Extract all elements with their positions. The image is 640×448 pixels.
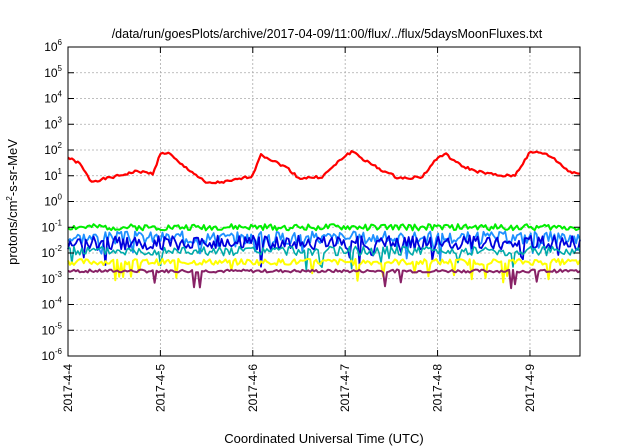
x-axis-label: Coordinated Universal Time (UTC) [224, 431, 423, 446]
flux-series-line-3 [67, 230, 581, 262]
flux-series-line-7 [67, 268, 581, 290]
y-tick-label: 10-5 [42, 321, 63, 337]
y-tick-label: 10-4 [42, 296, 63, 312]
x-tick-label: 2017-4-8 [431, 364, 445, 412]
flux-series-line-4 [67, 234, 581, 268]
y-tick-label: 10-6 [42, 347, 63, 363]
y-tick-label: 103 [44, 115, 62, 131]
y-tick-label: 104 [44, 90, 62, 106]
x-tick-label: 2017-4-6 [246, 364, 260, 412]
y-tick-label: 101 [44, 167, 62, 183]
y-tick-label: 102 [44, 141, 62, 157]
x-tick-label: 2017-4-5 [153, 364, 167, 412]
y-tick-label: 10-3 [42, 270, 63, 286]
chart-title: /data/run/goesPlots/archive/2017-04-09/1… [112, 27, 543, 41]
x-tick-label: 2017-4-9 [523, 364, 537, 412]
y-tick-label: 105 [44, 64, 62, 80]
flux-series-line-6 [67, 257, 581, 284]
y-axis-label: protons/cm2-s-sr-MeV [5, 139, 20, 265]
grid-lines [68, 47, 580, 356]
y-tick-label: 106 [44, 38, 62, 54]
x-tick-label: 2017-4-4 [61, 364, 75, 412]
flux-series-line-1 [67, 150, 580, 185]
x-tick-label: 2017-4-7 [338, 364, 352, 412]
y-axis: 10-6 10-5 10-4 10-3 10-2 10-1 100 101 102 103 104 1… [42, 38, 580, 363]
series-group [67, 150, 581, 290]
y-tick-label: 100 [44, 193, 62, 209]
x-axis: 2017-4-4 2017-4-5 2017-4-6 2017-4-7 2017-4-8… [61, 47, 537, 412]
flux-series-line-2 [67, 223, 581, 232]
flux-series-line-5 [67, 245, 581, 272]
y-tick-label: 10-2 [42, 244, 63, 260]
y-tick-label: 10-1 [42, 218, 63, 234]
